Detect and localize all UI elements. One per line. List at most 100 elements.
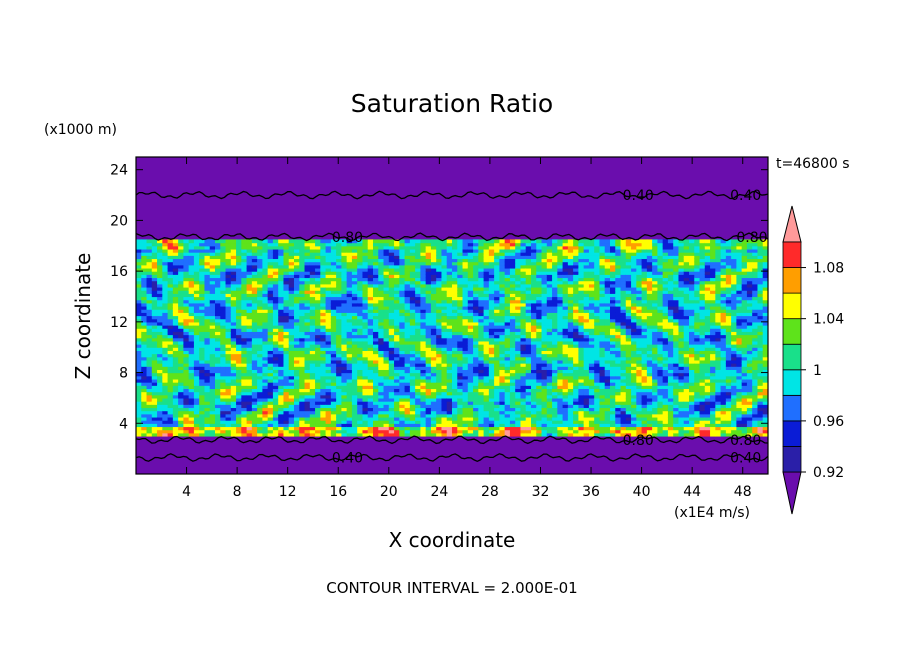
field-cell xyxy=(441,293,448,298)
field-cell xyxy=(546,305,553,310)
field-cell xyxy=(204,312,211,317)
field-cell xyxy=(446,375,453,380)
field-cell xyxy=(531,404,537,409)
field-cell xyxy=(367,385,374,390)
field-cell xyxy=(378,429,385,434)
field-cell xyxy=(415,312,421,317)
field-cell xyxy=(288,353,295,358)
field-cell xyxy=(251,394,258,399)
field-cell xyxy=(383,410,390,415)
field-cell xyxy=(178,423,184,428)
field-cell xyxy=(420,353,427,358)
field-cell xyxy=(220,325,227,329)
field-cell xyxy=(330,426,337,431)
field-cell xyxy=(288,413,295,418)
field-cell xyxy=(425,426,432,431)
field-cell xyxy=(404,255,411,260)
field-cell xyxy=(325,340,332,345)
field-cell xyxy=(315,302,321,307)
field-cell xyxy=(325,410,332,415)
field-cell xyxy=(373,413,379,418)
field-cell xyxy=(441,363,448,367)
field-cell xyxy=(178,312,184,317)
field-cell xyxy=(457,382,464,386)
field-cell xyxy=(541,347,548,351)
field-cell xyxy=(146,388,153,393)
field-cell xyxy=(430,258,437,263)
field-cell xyxy=(283,318,290,323)
field-cell xyxy=(399,302,406,307)
field-cell xyxy=(146,315,153,320)
field-cell xyxy=(546,382,553,386)
field-cell xyxy=(351,312,358,317)
field-cell xyxy=(425,401,432,405)
field-cell xyxy=(452,299,458,304)
field-cell xyxy=(525,283,532,288)
field-cell xyxy=(362,267,369,272)
field-cell xyxy=(272,280,279,285)
field-cell xyxy=(441,372,448,377)
field-cell xyxy=(536,423,543,428)
field-cell xyxy=(215,328,221,332)
field-cell xyxy=(531,391,537,396)
field-cell xyxy=(462,423,469,428)
field-cell xyxy=(546,239,553,244)
field-cell xyxy=(351,321,358,326)
field-cell xyxy=(467,366,474,370)
field-cell xyxy=(330,271,337,275)
field-cell xyxy=(531,340,537,345)
field-cell xyxy=(367,293,374,298)
field-cell xyxy=(436,334,443,339)
field-cell xyxy=(525,372,532,377)
field-cell xyxy=(315,252,321,256)
field-cell xyxy=(473,385,479,390)
field-cell xyxy=(430,359,437,364)
field-cell xyxy=(346,344,353,348)
field-cell xyxy=(183,397,190,402)
field-cell xyxy=(394,328,400,332)
field-cell xyxy=(220,261,227,266)
field-cell xyxy=(236,388,242,393)
field-cell xyxy=(378,334,385,339)
field-cell xyxy=(230,385,237,390)
field-cell xyxy=(462,290,469,294)
field-cell xyxy=(136,410,142,415)
field-cell xyxy=(351,382,358,386)
field-cell xyxy=(552,321,558,326)
field-cell xyxy=(373,242,379,247)
field-cell xyxy=(388,413,395,418)
field-cell xyxy=(536,267,543,272)
field-cell xyxy=(215,283,221,288)
field-cell xyxy=(404,242,411,247)
field-cell xyxy=(136,290,142,294)
field-cell xyxy=(383,340,390,345)
field-cell xyxy=(441,302,448,307)
field-cell xyxy=(278,410,285,415)
field-cell xyxy=(488,293,495,298)
field-cell xyxy=(525,337,532,342)
field-cell xyxy=(373,375,379,380)
field-cell xyxy=(541,407,548,412)
field-cell xyxy=(288,309,295,313)
field-cell xyxy=(378,255,385,260)
field-cell xyxy=(157,252,163,256)
field-cell xyxy=(341,309,348,313)
field-cell xyxy=(404,274,411,279)
field-cell xyxy=(399,404,406,409)
field-cell xyxy=(236,404,242,409)
field-cell xyxy=(462,420,469,424)
field-cell xyxy=(525,277,532,282)
field-cell xyxy=(351,353,358,358)
field-cell xyxy=(288,293,295,298)
field-cell xyxy=(288,378,295,383)
field-cell xyxy=(425,280,432,285)
field-cell xyxy=(294,334,300,339)
field-cell xyxy=(172,325,179,329)
field-cell xyxy=(236,382,242,386)
field-cell xyxy=(341,299,348,304)
field-cell xyxy=(346,423,353,428)
field-cell xyxy=(146,359,153,364)
field-cell xyxy=(383,312,390,317)
field-cell xyxy=(478,277,485,282)
